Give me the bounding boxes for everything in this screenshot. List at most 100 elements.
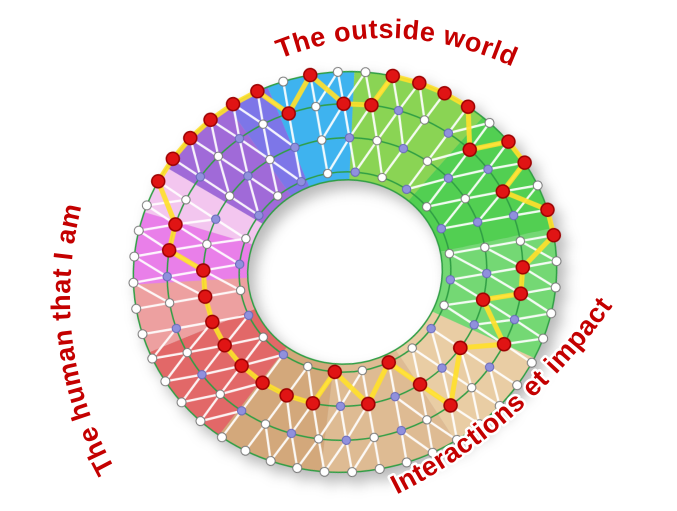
node-white[interactable] [137, 329, 148, 340]
node-purple[interactable] [484, 362, 495, 372]
node-red[interactable] [203, 112, 218, 128]
node-white[interactable] [224, 191, 235, 201]
node-purple[interactable] [234, 133, 245, 144]
node-white[interactable] [550, 282, 561, 293]
node-white[interactable] [181, 195, 191, 205]
node-purple[interactable] [483, 164, 493, 175]
node-white[interactable] [419, 115, 430, 125]
node-purple[interactable] [426, 323, 436, 334]
node-white[interactable] [357, 365, 368, 376]
node-red[interactable] [279, 388, 294, 403]
node-white[interactable] [240, 445, 251, 456]
node-purple[interactable] [344, 133, 355, 143]
node-white[interactable] [317, 135, 327, 145]
node-white[interactable] [258, 332, 268, 342]
node-white[interactable] [182, 347, 192, 358]
node-red[interactable] [515, 260, 531, 275]
node-white[interactable] [374, 463, 385, 474]
node-red[interactable] [183, 130, 198, 146]
node-red[interactable] [453, 340, 468, 356]
node-red[interactable] [255, 375, 270, 391]
node-white[interactable] [311, 101, 321, 112]
node-red[interactable] [462, 142, 478, 158]
node-purple[interactable] [350, 167, 360, 177]
node-white[interactable] [439, 300, 449, 310]
node-red[interactable] [281, 106, 296, 121]
node-red[interactable] [443, 398, 458, 413]
node-red[interactable] [412, 75, 427, 91]
node-red[interactable] [197, 289, 213, 304]
node-white[interactable] [260, 419, 271, 429]
node-red[interactable] [205, 314, 220, 330]
node-red[interactable] [234, 358, 249, 374]
node-white[interactable] [235, 285, 246, 296]
node-white[interactable] [141, 200, 152, 211]
node-white[interactable] [422, 415, 432, 425]
node-red[interactable] [513, 286, 529, 301]
node-purple[interactable] [443, 173, 454, 183]
node-red[interactable] [385, 68, 401, 84]
node-purple[interactable] [211, 214, 221, 224]
node-purple[interactable] [443, 128, 454, 138]
node-white[interactable] [195, 416, 206, 427]
node-red[interactable] [381, 355, 397, 370]
node-red[interactable] [150, 174, 166, 189]
node-white[interactable] [460, 193, 470, 204]
node-purple[interactable] [445, 275, 456, 285]
node-purple[interactable] [469, 320, 479, 330]
node-purple[interactable] [436, 224, 447, 234]
node-white[interactable] [322, 168, 333, 179]
node-white[interactable] [532, 180, 543, 191]
node-red[interactable] [165, 151, 181, 167]
node-red[interactable] [364, 97, 379, 113]
node-red[interactable] [460, 99, 476, 114]
node-red[interactable] [327, 364, 343, 380]
node-red[interactable] [546, 227, 562, 243]
node-white[interactable] [474, 419, 485, 430]
node-purple[interactable] [197, 369, 207, 380]
node-white[interactable] [292, 463, 303, 474]
node-purple[interactable] [335, 401, 346, 411]
node-purple[interactable] [236, 406, 247, 416]
node-white[interactable] [360, 67, 371, 78]
node-white[interactable] [369, 432, 379, 443]
node-white[interactable] [372, 135, 382, 146]
node-white[interactable] [319, 466, 330, 477]
node-white[interactable] [278, 76, 289, 87]
node-purple[interactable] [278, 349, 289, 360]
node-red[interactable] [250, 84, 265, 99]
node-white[interactable] [202, 239, 212, 249]
node-red[interactable] [196, 263, 211, 278]
node-white[interactable] [265, 455, 276, 466]
node-white[interactable] [480, 242, 490, 253]
node-purple[interactable] [401, 184, 412, 195]
node-purple[interactable] [437, 363, 447, 373]
node-red[interactable] [336, 96, 351, 112]
node-purple[interactable] [508, 210, 519, 221]
node-white[interactable] [347, 467, 358, 478]
node-purple[interactable] [243, 171, 253, 181]
node-white[interactable] [538, 333, 549, 344]
node-white[interactable] [129, 251, 140, 262]
node-purple[interactable] [195, 172, 206, 182]
node-purple[interactable] [341, 435, 352, 445]
node-white[interactable] [515, 236, 526, 246]
node-red[interactable] [412, 377, 428, 392]
node-white[interactable] [133, 225, 144, 236]
node-purple[interactable] [509, 314, 520, 325]
node-purple[interactable] [296, 176, 306, 187]
node-purple[interactable] [472, 217, 483, 227]
node-white[interactable] [546, 308, 557, 319]
node-white[interactable] [128, 277, 139, 288]
node-white[interactable] [444, 248, 455, 259]
node-purple[interactable] [243, 310, 254, 320]
node-red[interactable] [475, 292, 491, 307]
node-purple[interactable] [390, 391, 400, 402]
node-white[interactable] [265, 154, 275, 165]
node-white[interactable] [494, 400, 505, 411]
node-white[interactable] [313, 434, 324, 444]
node-white[interactable] [215, 389, 225, 399]
node-white[interactable] [160, 376, 171, 387]
node-purple[interactable] [393, 105, 404, 116]
node-purple[interactable] [162, 271, 172, 282]
